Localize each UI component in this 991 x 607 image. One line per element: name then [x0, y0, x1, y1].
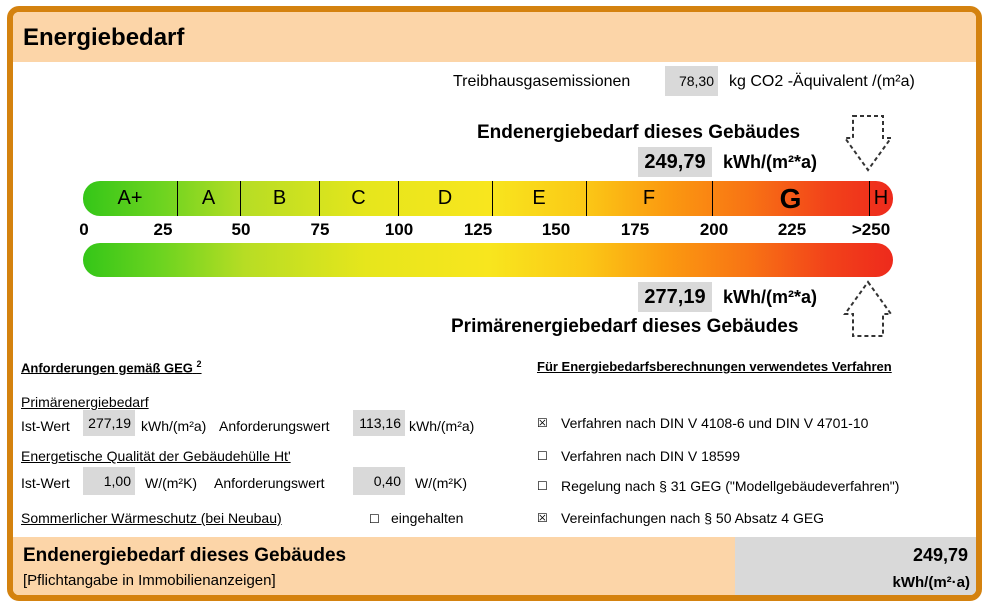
end-energy-arrow-icon [843, 115, 893, 172]
emissions-unit: kg CO2 -Äquivalent /(m²a) [729, 73, 915, 90]
method-checkbox-din4108[interactable]: ☒ [537, 416, 548, 430]
method-checkbox-par50[interactable]: ☒ [537, 511, 548, 525]
energy-certificate-frame: Energiebedarf Treibhausgasemissionen 78,… [7, 6, 982, 601]
ist-wert-label: Ist-Wert [21, 418, 70, 434]
envelope-quality-label: Energetische Qualität der Gebäudehülle H… [21, 448, 291, 464]
class-d: D [437, 187, 453, 209]
footer-value-box [735, 537, 976, 595]
tick-label: >250 [851, 220, 891, 239]
class-divider [586, 181, 587, 216]
tick-label: 50 [231, 220, 251, 239]
class-divider [240, 181, 241, 216]
page-title: Energiebedarf [23, 24, 185, 51]
primary-energy-value: 277,19 [638, 282, 712, 312]
unit-kwh-label: kWh/(m²a) [141, 418, 207, 434]
class-h: H [873, 187, 889, 209]
emissions-value: 78,30 [665, 66, 718, 96]
end-energy-title: Endenergiebedarf dieses Gebäudes [477, 122, 801, 143]
class-divider [869, 181, 870, 216]
primary-energy-title: Primärenergiebedarf dieses Gebäudes [451, 316, 799, 337]
summer-status: eingehalten [391, 510, 464, 526]
method-label-par50: Vereinfachungen nach § 50 Absatz 4 GEG [561, 510, 825, 526]
tick-label: 75 [310, 220, 330, 239]
class-divider [398, 181, 399, 216]
footer-unit: kWh/(m²·a) [892, 574, 971, 591]
header-bar: Energiebedarf [13, 12, 976, 62]
emissions-label: Treibhausgasemissionen [453, 73, 631, 90]
anf-primary-value: 113,16 [353, 410, 405, 436]
method-label-par31: Regelung nach § 31 GEG ("Modellgebäudeve… [561, 478, 900, 494]
tick-label: 150 [541, 220, 571, 239]
class-divider [177, 181, 178, 216]
requirements-footnote: 2 [196, 359, 202, 369]
tick-label: 100 [384, 220, 414, 239]
methods-heading: Für Energiebedarfsberechnungen verwendet… [537, 359, 892, 374]
class-divider [319, 181, 320, 216]
ist-primary-value: 277,19 [83, 410, 135, 436]
anf-envelope-value: 0,40 [353, 467, 405, 495]
unit-w-label-2: W/(m²K) [415, 475, 468, 491]
class-e: E [532, 187, 546, 209]
class-b: B [272, 187, 287, 209]
primary-energy-arrow-icon [843, 280, 893, 337]
tick-label: 25 [153, 220, 173, 239]
summer-protection-label: Sommerlicher Wärmeschutz (bei Neubau) [21, 510, 282, 526]
tick-label: 225 [777, 220, 807, 239]
class-a: A [201, 187, 216, 209]
requirements-heading-text: Anforderungen gemäß GEG [21, 360, 193, 376]
end-energy-unit: kWh/(m²*a) [723, 152, 817, 172]
requirements-heading: Anforderungen gemäß GEG 2 [21, 359, 202, 375]
tick-label: 125 [463, 220, 493, 239]
footer-subtitle: [Pflichtangabe in Immobilienanzeigen] [23, 572, 276, 589]
summer-checkbox[interactable]: ☐ [369, 512, 380, 526]
end-energy-value: 249,79 [638, 147, 712, 177]
tick-label: 175 [620, 220, 650, 239]
unit-kwh-label-2: kWh/(m²a) [409, 418, 475, 434]
energy-scale-bar-lower [83, 243, 893, 277]
footer-value: 249,79 [912, 545, 968, 565]
footer-title: Endenergiebedarf dieses Gebäudes [23, 545, 347, 566]
class-c: C [351, 187, 366, 209]
primary-energy-unit: kWh/(m²*a) [723, 287, 817, 307]
tick-label: 200 [699, 220, 729, 239]
tick-label: 0 [79, 220, 89, 239]
method-checkbox-din18599[interactable]: ☐ [537, 449, 548, 463]
class-divider [712, 181, 713, 216]
class-f: F [642, 187, 656, 209]
method-label-din18599: Verfahren nach DIN V 18599 [561, 448, 741, 464]
class-divider [492, 181, 493, 216]
ist-wert-label-2: Ist-Wert [21, 475, 70, 491]
unit-w-label: W/(m²K) [145, 475, 198, 491]
anforderungswert-label: Anforderungswert [219, 418, 330, 434]
energy-scale-bar: A+ A B C D E F G H [83, 181, 893, 216]
method-label-din4108: Verfahren nach DIN V 4108-6 und DIN V 47… [561, 415, 869, 431]
method-checkbox-par31[interactable]: ☐ [537, 479, 548, 493]
primary-demand-label: Primärenergiebedarf [21, 394, 149, 410]
anforderungswert-label-2: Anforderungswert [214, 475, 325, 491]
class-a-plus: A+ [117, 187, 143, 209]
ist-envelope-value: 1,00 [83, 467, 135, 495]
class-g-highlighted: G [779, 183, 802, 214]
